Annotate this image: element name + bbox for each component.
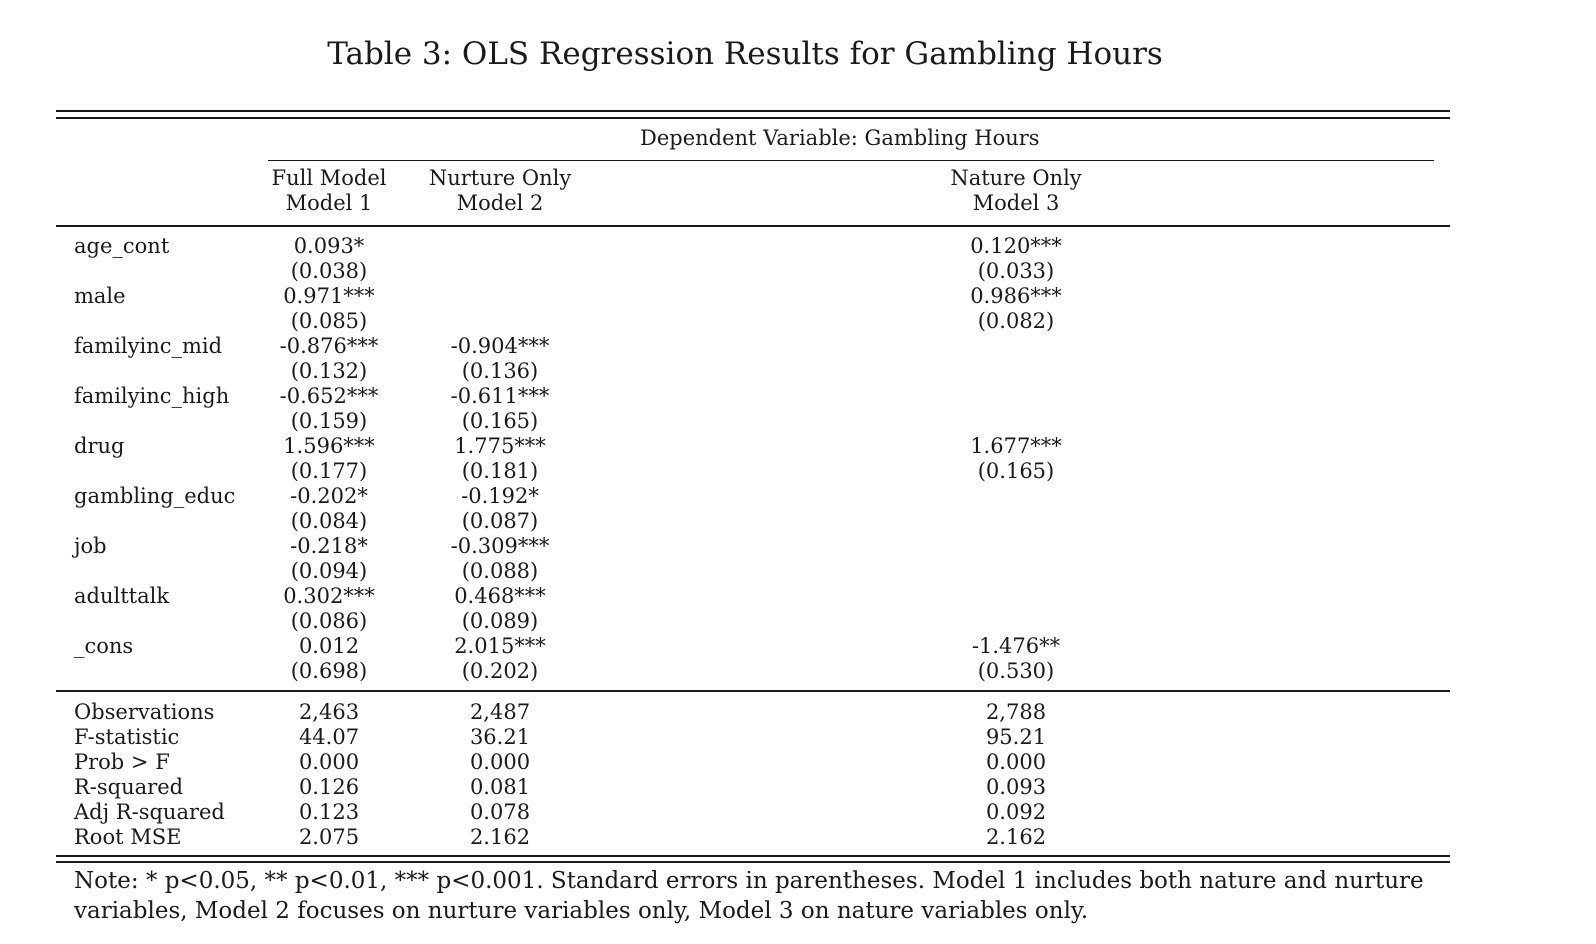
model-1-number: Model 1: [285, 191, 373, 215]
standard-error-cell: (0.085): [290, 309, 368, 333]
statistic-value: 0.126: [298, 775, 360, 799]
top-double-rule-1: [56, 110, 1450, 112]
coefficient-cell: -0.652***: [279, 384, 379, 408]
variable-label: age_cont: [74, 234, 170, 258]
standard-error-cell: (0.177): [290, 459, 368, 483]
bottom-double-rule-2: [56, 861, 1450, 863]
model-2-number: Model 2: [456, 191, 544, 215]
statistic-label: Root MSE: [74, 825, 182, 849]
statistic-value: 0.093: [985, 775, 1047, 799]
variable-label: adulttalk: [74, 584, 170, 608]
standard-error-cell: (0.033): [977, 259, 1055, 283]
top-double-rule-2: [56, 117, 1450, 119]
coefficient-cell: -1.476**: [971, 634, 1061, 658]
model-3-header: Nature Only Model 3: [916, 166, 1116, 216]
statistic-label: R-squared: [74, 775, 184, 799]
standard-error-cell: (0.088): [461, 559, 539, 583]
dependent-variable-heading: Dependent Variable: Gambling Hours: [640, 126, 1040, 150]
statistic-label: F-statistic: [74, 725, 180, 749]
variable-label: _cons: [74, 634, 134, 658]
coefficient-cell: 1.596***: [283, 434, 375, 458]
standard-error-cell: (0.136): [461, 359, 539, 383]
coefficient-cell: 0.986***: [970, 284, 1062, 308]
statistic-value: 2,487: [469, 700, 531, 724]
statistic-value: 2.075: [298, 825, 360, 849]
standard-error-cell: (0.698): [290, 659, 368, 683]
standard-error-cell: (0.086): [290, 609, 368, 633]
statistic-value: 0.092: [985, 800, 1047, 824]
statistic-value: 36.21: [469, 725, 531, 749]
statistic-value: 95.21: [985, 725, 1047, 749]
model-2-name: Nurture Only: [428, 166, 572, 190]
standard-error-cell: (0.087): [461, 509, 539, 533]
standard-error-cell: (0.038): [290, 259, 368, 283]
statistic-value: 0.000: [469, 750, 531, 774]
model-1-name: Full Model: [271, 166, 387, 190]
coefficient-cell: 0.302***: [283, 584, 375, 608]
variable-label: job: [74, 534, 107, 558]
coefficient-cell: -0.218*: [290, 534, 368, 558]
statistic-value: 2.162: [469, 825, 531, 849]
coefficient-cell: 2.015***: [454, 634, 546, 658]
bottom-double-rule-1: [56, 855, 1450, 857]
table-title: Table 3: OLS Regression Results for Gamb…: [327, 36, 1163, 72]
statistic-value: 0.123: [298, 800, 360, 824]
coefficient-cell: 0.971***: [283, 284, 375, 308]
standard-error-cell: (0.159): [290, 409, 368, 433]
variable-label: familyinc_high: [74, 384, 230, 408]
model-1-header: Full Model Model 1: [229, 166, 429, 216]
variable-label: male: [74, 284, 126, 308]
statistic-value: 0.000: [985, 750, 1047, 774]
statistic-value: 0.081: [469, 775, 531, 799]
statistic-value: 2.162: [985, 825, 1047, 849]
coefficient-cell: 1.775***: [454, 434, 546, 458]
variable-label: familyinc_mid: [74, 334, 223, 358]
standard-error-cell: (0.530): [977, 659, 1055, 683]
statistic-value: 44.07: [298, 725, 360, 749]
standard-error-cell: (0.084): [290, 509, 368, 533]
standard-error-cell: (0.165): [977, 459, 1055, 483]
model-3-number: Model 3: [972, 191, 1060, 215]
coefficient-cell: -0.611***: [450, 384, 550, 408]
standard-error-cell: (0.132): [290, 359, 368, 383]
coefficient-cell: 0.120***: [970, 234, 1062, 258]
standard-error-cell: (0.165): [461, 409, 539, 433]
coefficient-cell: -0.904***: [450, 334, 550, 358]
coefficient-cell: -0.192*: [461, 484, 539, 508]
model-3-name: Nature Only: [950, 166, 1082, 190]
statistic-label: Prob > F: [74, 750, 170, 774]
statistic-label: Observations: [74, 700, 215, 724]
standard-error-cell: (0.181): [461, 459, 539, 483]
coefficient-cell: 0.093*: [293, 234, 365, 258]
statistic-label: Adj R-squared: [74, 800, 225, 824]
dependent-variable-underline: [268, 160, 1434, 161]
model-2-header: Nurture Only Model 2: [400, 166, 600, 216]
coefficient-cell: -0.876***: [279, 334, 379, 358]
variable-label: gambling_educ: [74, 484, 236, 508]
statistic-value: 0.000: [298, 750, 360, 774]
variable-label: drug: [74, 434, 125, 458]
statistic-value: 2,788: [985, 700, 1047, 724]
table-note: Note: * p<0.05, ** p<0.01, *** p<0.001. …: [74, 868, 1424, 924]
header-rule: [56, 225, 1450, 227]
coefficient-cell: -0.202*: [290, 484, 368, 508]
statistic-value: 0.078: [469, 800, 531, 824]
standard-error-cell: (0.202): [461, 659, 539, 683]
stats-rule: [56, 690, 1450, 692]
standard-error-cell: (0.082): [977, 309, 1055, 333]
coefficient-cell: 0.012: [298, 634, 360, 658]
coefficient-cell: -0.309***: [450, 534, 550, 558]
standard-error-cell: (0.089): [461, 609, 539, 633]
standard-error-cell: (0.094): [290, 559, 368, 583]
coefficient-cell: 1.677***: [970, 434, 1062, 458]
coefficient-cell: 0.468***: [454, 584, 546, 608]
statistic-value: 2,463: [298, 700, 360, 724]
